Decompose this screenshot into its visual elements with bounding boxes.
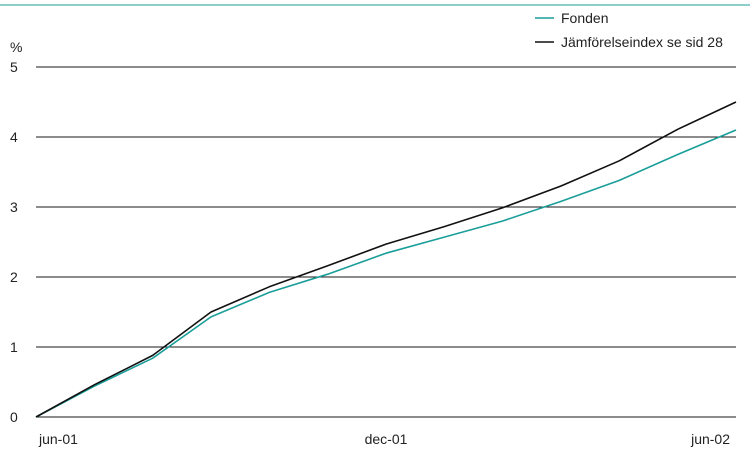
y-tick-label-0: 0 [10, 409, 18, 425]
x-tick-label-jun-01: jun-01 [38, 431, 78, 447]
legend-label-0: Fonden [561, 10, 608, 26]
series-line-jamforelseindex [35, 101, 737, 418]
legend-label-1: Jämförelseindex se sid 28 [561, 34, 723, 50]
y-tick-label-3: 3 [10, 199, 18, 215]
y-tick-label-1: 1 [10, 339, 18, 355]
y-tick-label-4: 4 [10, 129, 18, 145]
gridlines [36, 66, 736, 418]
y-tick-labels: 0 1 2 3 4 5 [10, 59, 18, 425]
series-lines [35, 101, 737, 418]
x-tick-labels: jun-01 dec-01 jun-02 [38, 431, 730, 447]
y-axis-unit-label: % [10, 39, 22, 55]
legend: Fonden Jämförelseindex se sid 28 [535, 10, 723, 50]
x-tick-label-dec-01: dec-01 [365, 431, 408, 447]
y-tick-label-2: 2 [10, 269, 18, 285]
x-tick-label-jun-02: jun-02 [690, 431, 730, 447]
y-tick-label-5: 5 [10, 59, 18, 75]
series-line-fonden [35, 129, 737, 418]
